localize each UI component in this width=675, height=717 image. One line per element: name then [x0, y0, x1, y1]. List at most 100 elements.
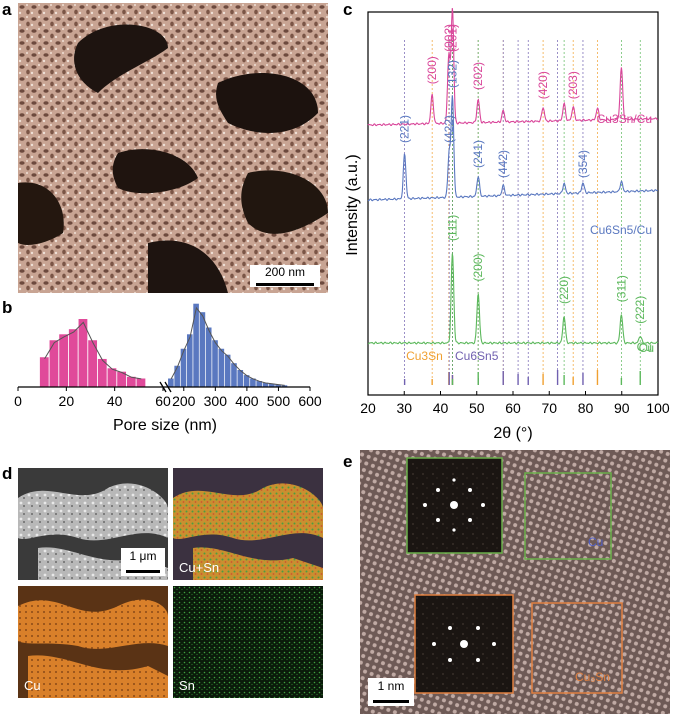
x-axis-title: Pore size (nm) [113, 417, 217, 434]
histogram-bar [237, 370, 244, 387]
eds-map-cu: Cu [18, 586, 168, 698]
scale-bar-label: 1 μm [129, 549, 157, 563]
histogram-bar [49, 340, 59, 387]
x-tick-label: 200 [172, 393, 196, 409]
peak-label: (002) [442, 24, 456, 52]
histogram-bar [281, 385, 288, 387]
histogram-bar [186, 334, 193, 387]
peak-label: (422) [442, 115, 456, 143]
peak-label: (442) [496, 150, 510, 178]
sem-image-porous: 200 nm [18, 3, 328, 293]
peak-label: (111) [445, 215, 459, 241]
region-label-cu: Cu [588, 535, 604, 549]
histogram-bar [218, 348, 225, 387]
histogram-bar [262, 382, 269, 387]
histogram-bar [256, 381, 263, 387]
series-label: Cu [637, 340, 652, 354]
histogram-bar [97, 358, 107, 387]
scale-bar-label: 1 nm [377, 679, 405, 693]
plot-frame [367, 11, 659, 396]
histogram-bar [269, 383, 275, 387]
x-tick-label: 40 [433, 400, 449, 416]
reference-label: Cu6Sn5 [455, 349, 499, 363]
peak-label: (200) [471, 253, 485, 281]
xrd-curve [367, 95, 658, 202]
histogram-bar [199, 312, 206, 387]
axis-break-mark-2 [164, 381, 172, 393]
x-tick-label: 60 [155, 393, 171, 409]
map-label-cu-sn: Cu+Sn [179, 560, 220, 575]
reference-label: Cu [639, 341, 654, 355]
histogram-bar [231, 363, 237, 387]
x-tick-label: 400 [235, 393, 259, 409]
histogram-bar [205, 327, 212, 387]
eds-map-sn: Sn [173, 586, 323, 698]
x-tick-label: 0 [14, 393, 22, 409]
x-tick-label: 60 [505, 400, 521, 416]
y-axis-title: Intensity (a.u.) [344, 154, 361, 255]
panel-label-e: e [343, 452, 353, 471]
x-tick-label: 30 [396, 400, 412, 416]
histogram-bar [78, 319, 88, 387]
x-tick-label: 80 [578, 400, 594, 416]
fit-curve [44, 321, 142, 380]
map-label-cu: Cu [24, 678, 41, 693]
region-label-cu3sn: Cu₃Sn [575, 670, 610, 684]
x-tick-label: 20 [360, 400, 376, 416]
peak-label: (200) [425, 56, 439, 84]
x-tick-label: 500 [267, 393, 291, 409]
peak-label: (201) [445, 24, 459, 52]
x-tick-label: 50 [469, 400, 485, 416]
peak-label: (132) [445, 60, 459, 88]
histogram-bar [88, 340, 98, 387]
histogram-bar [250, 378, 256, 387]
histogram-bar [39, 357, 49, 387]
panel-label-c: c [343, 0, 353, 19]
peak-label: (354) [576, 150, 590, 178]
peak-label: (311) [614, 275, 628, 302]
x-tick-label: 90 [614, 400, 630, 416]
map-label-sn: Sn [179, 678, 195, 693]
reference-label: Cu3Sn [406, 349, 443, 363]
xrd-pattern-chart: Cu3Sn/Cu(200)(002)(201)(202) (420) (203)Cu… [344, 8, 670, 442]
histogram-bar [174, 365, 180, 387]
peak-label: (202) [471, 62, 485, 90]
histogram-bar [180, 348, 187, 387]
histogram-bar [275, 384, 281, 387]
peak-label: (222) [633, 296, 647, 324]
hrtem-image: 1 nm Cu Cu₃Sn [360, 450, 670, 714]
histogram-bar [107, 368, 117, 387]
x-tick-label: 100 [646, 400, 670, 416]
pore-size-histogram: 0 20 40 60 200 300 400 500 600 Pore size (nm) [14, 303, 322, 434]
series-label: Cu3Sn/Cu [597, 112, 652, 126]
x-tick-label: 300 [204, 393, 228, 409]
histogram-bar [224, 354, 231, 387]
scale-bar-label: 200 nm [264, 265, 306, 279]
xrd-curve [367, 8, 659, 127]
peak-label: (220) [557, 276, 571, 304]
histogram-bar [136, 378, 146, 387]
xrd-curve [368, 253, 659, 345]
peak-label: (420) [536, 71, 550, 99]
panel-label-d: d [2, 464, 13, 483]
fit-curve [170, 306, 285, 386]
x-axis-title: 2θ (°) [493, 425, 532, 442]
histogram-bar [117, 371, 127, 387]
sem-image-small: 1 μm [18, 468, 168, 580]
histogram-bar [212, 340, 218, 387]
panel-label-b: b [2, 298, 13, 317]
x-tick-label: 600 [298, 393, 322, 409]
histogram-bar [193, 303, 199, 387]
x-tick-label: 20 [59, 393, 75, 409]
histogram-bar [168, 378, 174, 387]
panel-label-a: a [2, 0, 12, 19]
eds-map-cu-sn: Cu+Sn [173, 468, 323, 580]
x-tick-label: 40 [107, 393, 123, 409]
x-tick-label: 70 [541, 400, 557, 416]
peak-label: (241) [471, 140, 485, 168]
peak-label: (203) [566, 71, 580, 99]
peak-label: (221) [398, 115, 412, 143]
histogram-bar [243, 375, 250, 387]
histogram-bar [126, 376, 136, 387]
histogram-bar [68, 329, 78, 387]
